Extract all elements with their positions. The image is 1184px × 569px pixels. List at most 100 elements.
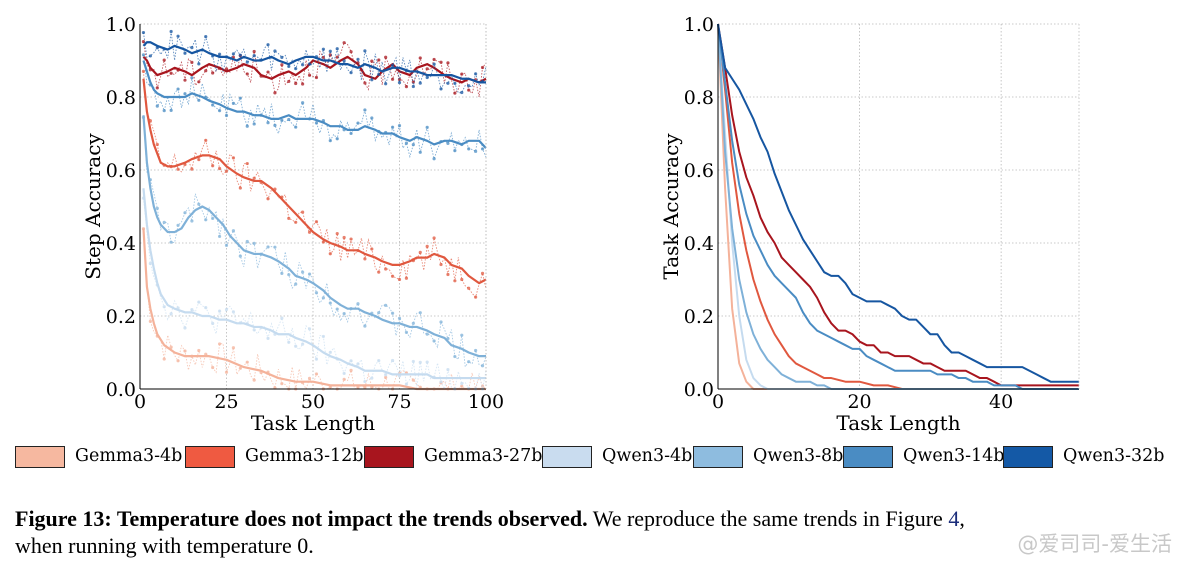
series-line-Qwen3-4b (142, 188, 486, 380)
raw-point (301, 63, 305, 67)
legend-swatch (693, 446, 743, 468)
raw-point (190, 76, 194, 80)
raw-point (287, 79, 291, 84)
raw-point (314, 357, 319, 361)
raw-point (238, 96, 242, 100)
raw-point (197, 62, 201, 66)
raw-trace-Gemma3-27b (143, 41, 487, 98)
x-axis-label: Task Length (836, 411, 960, 435)
raw-point (197, 157, 201, 162)
raw-point (190, 219, 194, 223)
series-line-Qwen3-8b (717, 23, 1079, 390)
raw-point (467, 84, 471, 88)
raw-point (474, 149, 478, 153)
raw-point (342, 59, 346, 63)
raw-point (480, 65, 485, 70)
raw-point (162, 109, 166, 113)
raw-point (439, 380, 443, 384)
raw-point (397, 124, 402, 128)
raw-point (363, 108, 367, 112)
raw-point (197, 348, 201, 353)
y-tick-label: 0.2 (106, 306, 136, 328)
raw-point (176, 167, 180, 171)
raw-point (280, 63, 284, 67)
raw-point (370, 376, 374, 380)
raw-point (155, 206, 159, 210)
raw-point (224, 113, 229, 118)
raw-point (418, 250, 422, 254)
raw-point (467, 88, 471, 92)
y-tick-label: 0.4 (684, 233, 714, 255)
raw-point (231, 310, 236, 314)
raw-point (446, 81, 450, 85)
raw-point (349, 50, 353, 54)
raw-point (384, 375, 388, 379)
legend-swatch (364, 446, 414, 468)
raw-point (197, 80, 201, 84)
raw-trace-Qwen3-14b (143, 54, 487, 161)
raw-point (307, 62, 312, 66)
raw-point (314, 220, 319, 224)
raw-point (342, 312, 346, 316)
raw-point (328, 301, 332, 305)
figure-reference-link[interactable]: 4 (948, 506, 960, 531)
raw-point (211, 216, 215, 221)
raw-point (411, 359, 415, 364)
x-tick-label: 40 (989, 391, 1013, 413)
raw-point (453, 279, 457, 283)
raw-point (204, 69, 208, 73)
raw-point (418, 360, 422, 364)
raw-point (294, 81, 298, 86)
raw-point (404, 85, 409, 89)
raw-point (425, 244, 429, 248)
raw-point (162, 220, 166, 224)
raw-point (460, 333, 464, 337)
raw-point (480, 271, 485, 275)
raw-point (183, 78, 187, 82)
raw-point (280, 316, 284, 320)
legend-label: Gemma3-12b (245, 446, 364, 466)
raw-point (342, 377, 346, 382)
raw-point (280, 118, 284, 122)
raw-point (356, 385, 360, 389)
raw-point (217, 234, 222, 239)
raw-point (397, 277, 402, 282)
caption-text: We reproduce the same trends in Figure (587, 506, 949, 531)
raw-point (439, 320, 443, 324)
raw-point (314, 121, 319, 125)
raw-point (411, 321, 415, 325)
raw-point (273, 123, 277, 127)
raw-point (294, 220, 298, 224)
raw-point (273, 49, 277, 53)
figure-caption: Figure 13: Temperature does not impact t… (15, 505, 1175, 559)
raw-point (307, 73, 312, 77)
legend-label: Qwen3-4b (602, 446, 693, 466)
raw-point (467, 360, 471, 364)
raw-point (211, 71, 215, 75)
raw-point (363, 324, 367, 328)
y-tick-label: 0.6 (684, 160, 714, 182)
raw-point (356, 121, 360, 125)
raw-point (349, 368, 353, 372)
raw-point (266, 336, 270, 340)
raw-point (141, 53, 146, 57)
raw-point (411, 378, 415, 382)
series-line-Qwen3-4b (717, 23, 1079, 390)
raw-point (169, 345, 173, 349)
raw-point (335, 307, 339, 311)
raw-point (480, 147, 485, 151)
raw-point (287, 64, 291, 69)
legend-label: Gemma3-4b (75, 446, 183, 466)
legend-label: Qwen3-14b (903, 446, 1005, 466)
raw-point (217, 309, 222, 313)
raw-point (183, 326, 187, 330)
raw-point (370, 59, 374, 63)
raw-point (266, 245, 270, 249)
raw-point (294, 125, 298, 129)
raw-point (467, 286, 471, 290)
raw-point (252, 241, 256, 245)
legend-label: Qwen3-8b (753, 446, 844, 466)
legend-label: Qwen3-32b (1063, 446, 1165, 466)
raw-point (321, 240, 325, 244)
raw-point (328, 350, 332, 354)
